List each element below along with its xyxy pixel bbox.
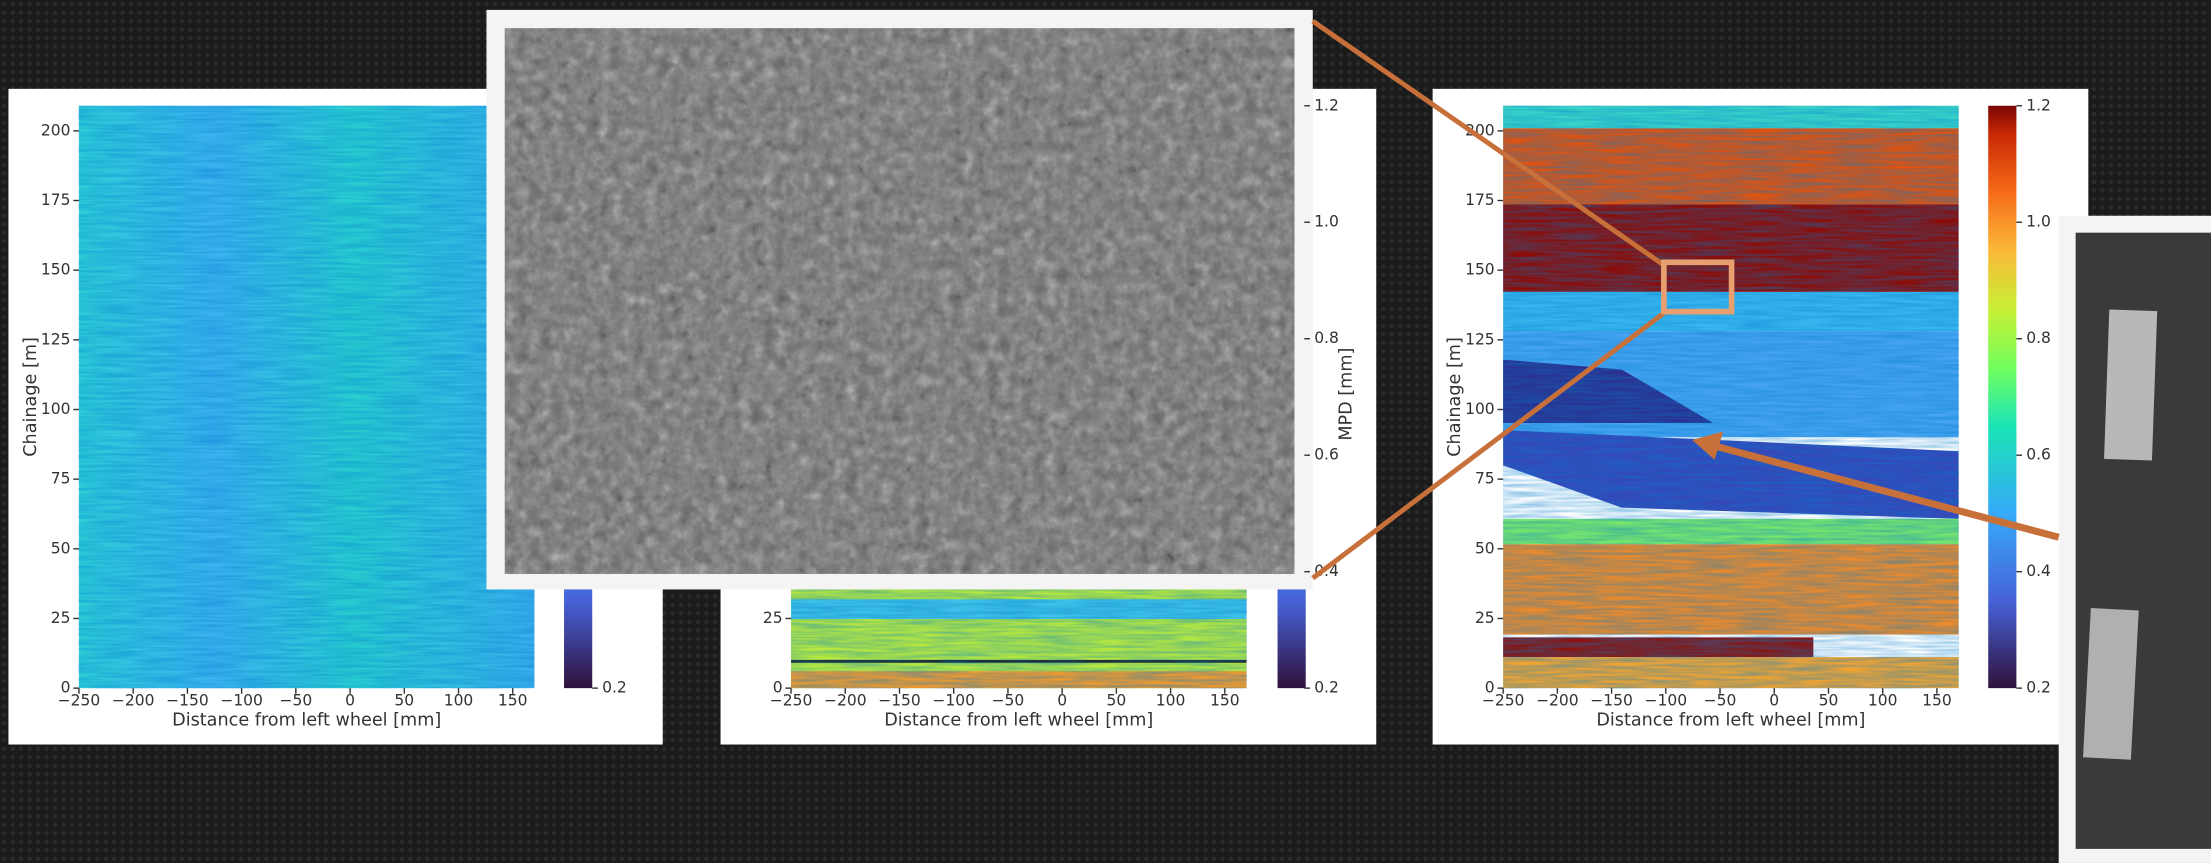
- x-axis-label: Distance from left wheel [mm]: [172, 711, 441, 731]
- colorbar-tick-label: 0.2: [2026, 679, 2051, 697]
- colorbar-tick-label: 0.8: [2026, 329, 2051, 347]
- overlay-labels: 0.2 0.4 0.6 0.8 1.0 1.2 MPD [mm]: [1304, 96, 1357, 697]
- connector: [1311, 19, 1666, 268]
- colorbar-label: MPD [mm]: [1337, 348, 1357, 441]
- y-tick-label: 75: [1475, 470, 1495, 488]
- arrow: [1712, 442, 2060, 541]
- y-tick-label: 50: [1475, 539, 1495, 557]
- y-tick-label: 125: [41, 330, 71, 348]
- x-tick-label: 50: [394, 691, 414, 709]
- colorbar-tick-label: 1.0: [2026, 213, 2051, 231]
- colorbar-tick-label: 0.8: [1314, 329, 1339, 347]
- x-tick-label: −200: [1536, 691, 1579, 709]
- x-tick-label: −200: [824, 691, 867, 709]
- colorbar-tick-label: 0.4: [1314, 562, 1339, 580]
- zoom-box: [1661, 259, 1735, 315]
- x-tick-label: 0: [1057, 691, 1067, 709]
- connector: [1311, 311, 1666, 581]
- heatmap-texture: [791, 585, 1247, 689]
- x-tick-label: −150: [878, 691, 921, 709]
- x-tick-label: 100: [1156, 691, 1186, 709]
- x-tick-label: −150: [1590, 691, 1633, 709]
- x-axis-label: Distance from left wheel [mm]: [884, 711, 1153, 731]
- y-tick-label: 50: [51, 539, 71, 557]
- colorbar-tick-label: 1.2: [2026, 96, 2051, 114]
- y-tick-label: 0: [1485, 679, 1495, 697]
- strip-marker: [2104, 309, 2158, 461]
- y-tick-label: 75: [51, 470, 71, 488]
- colorbar-tick-label: 0.2: [1314, 679, 1339, 697]
- y-tick-label: 25: [51, 609, 71, 627]
- x-tick-label: 50: [1107, 691, 1127, 709]
- colorbar: [1988, 105, 2017, 689]
- y-tick-label: 150: [41, 261, 71, 279]
- x-tick-label: −50: [1704, 691, 1737, 709]
- strip-marker: [2083, 608, 2139, 760]
- x-tick-label: −100: [932, 691, 975, 709]
- y-tick-label: 125: [1465, 330, 1495, 348]
- colorbar-tick-label: 0.4: [2026, 562, 2051, 580]
- y-tick-label: 175: [1465, 191, 1495, 209]
- y-tick-label: 150: [1465, 261, 1495, 279]
- x-tick-label: −100: [1645, 691, 1688, 709]
- x-tick-label: 100: [444, 691, 474, 709]
- heatmap: [1503, 105, 1959, 689]
- x-tick-label: 100: [1868, 691, 1898, 709]
- colorbar-tick-label: 1.2: [1314, 96, 1339, 114]
- x-axis-label: Distance from left wheel [mm]: [1596, 711, 1865, 731]
- colorbar-tick-label: 0.2: [602, 679, 627, 697]
- x-tick-label: −250: [58, 691, 101, 709]
- x-tick-label: −250: [770, 691, 813, 709]
- x-tick-label: −100: [220, 691, 263, 709]
- x-tick-label: −250: [1482, 691, 1525, 709]
- y-tick-label: 100: [1465, 400, 1495, 418]
- x-tick-label: −50: [992, 691, 1025, 709]
- heatmap-texture: [78, 105, 535, 689]
- y-tick-label: 100: [41, 400, 71, 418]
- x-tick-label: 150: [498, 691, 528, 709]
- y-tick-label: 25: [1475, 609, 1495, 627]
- y-axis-label: Chainage [m]: [21, 337, 41, 457]
- colorbar-tick-label: 0.6: [2026, 446, 2051, 464]
- y-tick-label: 175: [41, 191, 71, 209]
- x-tick-label: 150: [1210, 691, 1240, 709]
- y-tick-label: 25: [763, 609, 783, 627]
- y-tick-label: 200: [41, 121, 71, 139]
- x-tick-label: 0: [1769, 691, 1779, 709]
- x-tick-label: −200: [112, 691, 155, 709]
- colorbar-tick-label: 0.6: [1314, 446, 1339, 464]
- x-tick-label: 50: [1819, 691, 1839, 709]
- y-axis-label: Chainage [m]: [1445, 337, 1465, 457]
- y-tick-label: 0: [61, 679, 71, 697]
- colorbar-tick-label: 1.0: [1314, 213, 1339, 231]
- y-tick-label: 0: [773, 679, 783, 697]
- pavement-texture: [504, 28, 1295, 574]
- x-tick-label: 150: [1922, 691, 1952, 709]
- x-tick-label: −150: [166, 691, 209, 709]
- arrow-head: [1692, 431, 1724, 460]
- x-tick-label: 0: [345, 691, 355, 709]
- x-tick-label: −50: [279, 691, 312, 709]
